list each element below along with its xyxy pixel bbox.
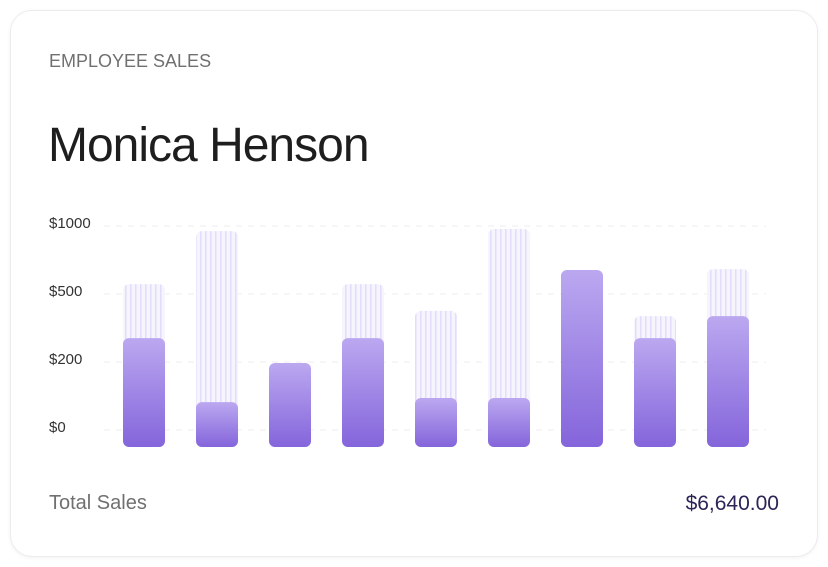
y-tick-label: $500 bbox=[49, 283, 82, 300]
sales-bar bbox=[196, 402, 238, 447]
sales-bar bbox=[342, 338, 384, 447]
sales-bar bbox=[561, 269, 603, 447]
sales-bar bbox=[488, 398, 530, 447]
y-tick-label: $200 bbox=[49, 351, 82, 368]
total-value: $6,640.00 bbox=[685, 492, 779, 515]
eyebrow: EMPLOYEE SALES bbox=[49, 51, 212, 71]
target-bar bbox=[196, 231, 238, 447]
total-label: Total Sales bbox=[49, 492, 147, 514]
sales-bar bbox=[707, 316, 749, 447]
sales-bar bbox=[634, 338, 676, 447]
sales-bar bbox=[415, 398, 457, 447]
sales-bar bbox=[123, 338, 165, 447]
sales-bar bbox=[269, 363, 311, 447]
employee-name: Monica Henson bbox=[48, 119, 370, 172]
y-tick-label: $0 bbox=[49, 419, 66, 436]
card bbox=[10, 10, 818, 557]
target-bar bbox=[488, 229, 530, 447]
y-tick-label: $1000 bbox=[49, 215, 91, 232]
